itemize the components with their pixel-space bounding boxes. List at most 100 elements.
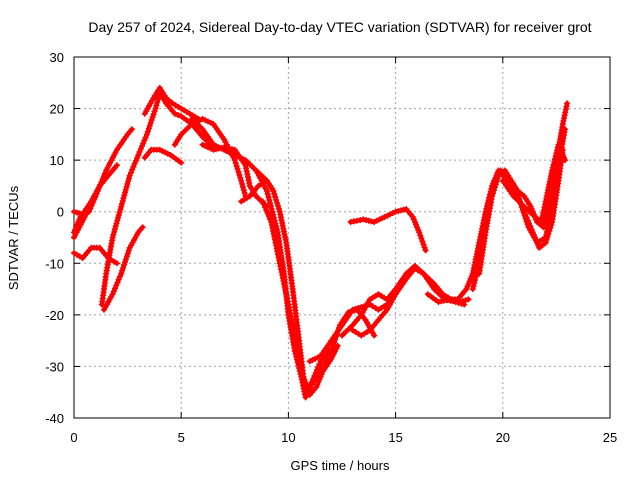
data-point <box>150 111 157 118</box>
data-point <box>520 209 527 216</box>
data-point <box>143 131 150 138</box>
data-point <box>114 279 121 286</box>
data-point <box>88 202 95 209</box>
data-point <box>146 122 153 129</box>
chart-title: Day 257 of 2024, Sidereal Day-to-day VTE… <box>88 19 591 35</box>
grid <box>74 57 610 418</box>
data-point <box>330 342 337 349</box>
data-point <box>329 345 336 352</box>
data-point <box>140 140 147 147</box>
data-point <box>121 262 127 268</box>
data-point <box>137 146 144 153</box>
data-point <box>125 178 132 185</box>
data-point <box>134 154 141 161</box>
data-point <box>135 152 142 158</box>
data-point <box>116 273 123 280</box>
data-point <box>102 170 108 177</box>
data-point <box>462 297 469 304</box>
data-point <box>153 102 160 109</box>
data-point <box>130 163 137 170</box>
series-track-4 <box>98 90 217 308</box>
data-point <box>122 186 129 193</box>
data-point <box>234 166 241 172</box>
data-point <box>232 160 239 167</box>
data-point <box>119 267 126 274</box>
data-point <box>122 189 129 196</box>
data-point <box>352 305 359 312</box>
data-point <box>86 208 92 215</box>
series-track-3 <box>71 188 101 236</box>
data-point <box>236 171 243 178</box>
data-point <box>110 231 117 238</box>
series-track-2 <box>71 162 120 218</box>
data-point <box>550 161 557 168</box>
data-point <box>111 226 118 233</box>
data-point <box>110 288 117 295</box>
data-point <box>239 180 246 187</box>
data-point <box>521 212 528 219</box>
data-point <box>239 184 246 190</box>
data-point <box>121 192 128 199</box>
data-point <box>267 199 273 206</box>
data-point <box>240 187 247 194</box>
data-point <box>155 96 161 103</box>
data-point <box>274 199 281 206</box>
data-point <box>357 217 364 224</box>
data-point <box>461 301 468 308</box>
data-point <box>119 197 126 204</box>
x-tick-label: 25 <box>603 430 617 445</box>
data-point <box>392 291 399 298</box>
data-point <box>273 196 280 203</box>
data-point <box>422 247 429 254</box>
y-tick-label: -30 <box>45 359 64 374</box>
data-point <box>139 224 146 231</box>
data-point <box>417 232 424 239</box>
data-point <box>128 126 135 133</box>
series-track-6 <box>71 244 120 267</box>
data-point <box>112 223 119 230</box>
data-point <box>564 100 571 107</box>
data-point <box>472 274 479 280</box>
data-point <box>125 247 132 254</box>
data-point <box>562 157 568 164</box>
data-point <box>175 112 181 118</box>
x-tick-label: 15 <box>388 430 402 445</box>
data-point <box>419 238 426 245</box>
x-tick-label: 10 <box>281 430 295 445</box>
data-point <box>349 306 356 313</box>
y-tick-label: -10 <box>45 256 64 271</box>
data-point <box>267 216 273 223</box>
x-axis-label: GPS time / hours <box>291 458 390 473</box>
data-point <box>124 181 131 188</box>
x-axis: 0 5 10 15 20 25 <box>70 57 617 445</box>
x-tick-label: 0 <box>70 430 77 445</box>
data-point <box>272 194 279 200</box>
data-point <box>115 276 122 283</box>
data-point <box>267 202 274 209</box>
data-point <box>275 202 281 209</box>
data-point <box>147 119 154 126</box>
data-point <box>490 190 496 197</box>
series-track-22 <box>499 141 568 225</box>
data-point <box>494 175 501 182</box>
data-point <box>159 148 166 155</box>
series-track-17 <box>349 291 399 339</box>
data-point <box>154 99 161 106</box>
data-point <box>231 157 238 164</box>
data-point <box>523 218 530 225</box>
data-point <box>90 196 97 203</box>
data-point <box>109 234 116 241</box>
data-point <box>118 203 125 210</box>
data-point <box>264 191 271 197</box>
data-point <box>113 260 120 267</box>
data-point <box>237 174 244 181</box>
data-point <box>132 157 139 164</box>
data-point <box>131 160 138 167</box>
data-point <box>542 239 549 246</box>
data-point <box>151 108 158 115</box>
data-point <box>265 194 272 200</box>
series-track-18 <box>347 206 429 254</box>
data-point <box>522 215 529 222</box>
data-point <box>144 128 151 135</box>
